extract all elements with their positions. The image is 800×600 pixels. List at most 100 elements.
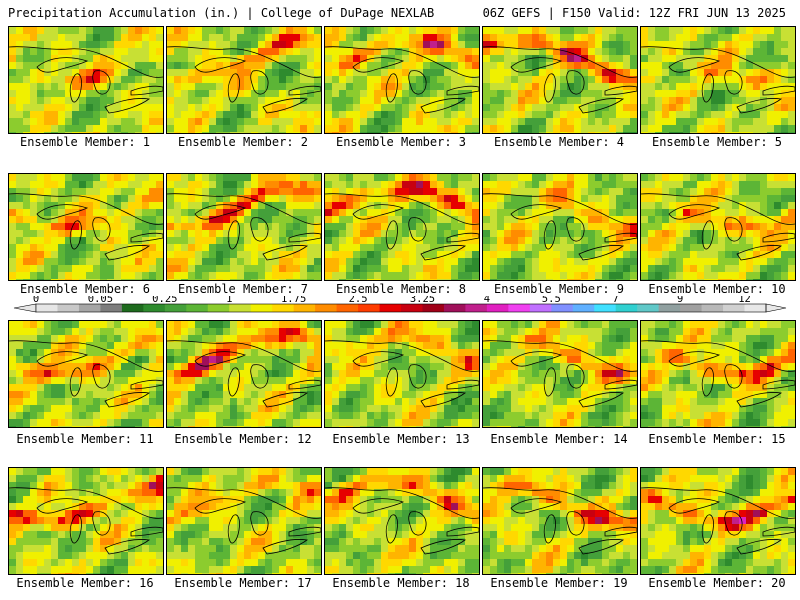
colorbar-bin <box>572 304 595 312</box>
ensemble-member-map <box>324 320 480 428</box>
ensemble-member-map <box>166 173 322 281</box>
ensemble-member-map <box>482 26 638 134</box>
colorbar-tick-label: 0.05 <box>88 296 113 305</box>
ensemble-member-label: Ensemble Member: 10 <box>648 282 786 296</box>
ensemble-member-map <box>8 320 164 428</box>
precip-field <box>483 321 637 427</box>
colorbar-bin <box>164 304 187 312</box>
ensemble-member-map <box>482 320 638 428</box>
colorbar-tick-label: 12 <box>738 296 751 305</box>
colorbar-bin <box>358 304 380 312</box>
colorbar-bin <box>78 304 101 312</box>
chart-title: Precipitation Accumulation (in.) | Colle… <box>8 6 435 20</box>
colorbar-bin <box>121 304 144 312</box>
colorbar-bin <box>443 304 466 312</box>
colorbar-bin <box>207 304 230 312</box>
ensemble-member-label: Ensemble Member: 17 <box>174 576 312 590</box>
colorbar-tick-label: 5.5 <box>542 296 561 305</box>
colorbar-bin <box>57 304 80 312</box>
colorbar-tick-label: 4 <box>484 296 490 305</box>
ensemble-member-map <box>482 173 638 281</box>
colorbar-bin <box>293 304 316 312</box>
colorbar-tick-label: 9 <box>677 296 683 305</box>
colorbar-bin <box>658 304 681 312</box>
precip-colorbar: 0 0.05 0.25 1 1.75 2.5 3.25 4 5.5 7 9 12 <box>13 296 787 313</box>
precip-field <box>483 468 637 574</box>
ensemble-member-map <box>324 26 480 134</box>
precip-field <box>641 321 795 427</box>
ensemble-member-label: Ensemble Member: 12 <box>174 432 312 446</box>
colorbar-bin <box>272 304 295 312</box>
colorbar-tick-label: 3.25 <box>410 296 435 305</box>
precip-field <box>9 27 163 133</box>
colorbar-tick-label: 1 <box>226 296 232 305</box>
precip-field <box>641 468 795 574</box>
precip-field <box>9 174 163 280</box>
precip-field <box>167 174 321 280</box>
ensemble-member-label: Ensemble Member: 6 <box>19 282 151 296</box>
colorbar-bin <box>723 304 745 312</box>
precip-field <box>325 321 479 427</box>
precip-field <box>9 321 163 427</box>
ensemble-member-map <box>324 173 480 281</box>
colorbar-tick-label: 0 <box>33 296 39 305</box>
precip-field <box>167 468 321 574</box>
colorbar-bin <box>186 304 209 312</box>
colorbar-bin <box>336 304 359 312</box>
ensemble-member-map <box>8 467 164 575</box>
colorbar-bin <box>401 304 423 312</box>
ensemble-member-label: Ensemble Member: 5 <box>651 135 783 149</box>
precip-field <box>325 174 479 280</box>
ensemble-member-label: Ensemble Member: 1 <box>19 135 151 149</box>
ensemble-member-label: Ensemble Member: 11 <box>16 432 154 446</box>
precip-field <box>167 27 321 133</box>
colorbar-bin <box>744 304 767 312</box>
ensemble-member-label: Ensemble Member: 14 <box>490 432 628 446</box>
ensemble-member-label: Ensemble Member: 19 <box>490 576 628 590</box>
ensemble-member-label: Ensemble Member: 15 <box>648 432 786 446</box>
colorbar-tick-label: 0.25 <box>152 296 177 305</box>
ensemble-member-map <box>324 467 480 575</box>
colorbar-bin <box>315 304 337 312</box>
colorbar-tick-label: 1.75 <box>281 296 306 305</box>
precip-field <box>9 468 163 574</box>
colorbar-bin <box>250 304 273 312</box>
colorbar-bin <box>486 304 509 312</box>
colorbar-bin <box>637 304 660 312</box>
colorbar-bin <box>615 304 638 312</box>
precip-field <box>641 174 795 280</box>
colorbar-bin <box>229 304 252 312</box>
model-run-info: 06Z GEFS | F150 Valid: 12Z FRI JUN 13 20… <box>482 6 786 20</box>
precip-field <box>483 174 637 280</box>
ensemble-member-map <box>640 26 796 134</box>
ensemble-member-label: Ensemble Member: 4 <box>493 135 625 149</box>
ensemble-member-map <box>640 467 796 575</box>
ensemble-member-label: Ensemble Member: 13 <box>332 432 470 446</box>
colorbar-bin <box>680 304 702 312</box>
colorbar-bin <box>529 304 552 312</box>
ensemble-member-label: Ensemble Member: 9 <box>493 282 625 296</box>
colorbar-min-arrow <box>13 303 37 313</box>
colorbar-bin <box>143 304 166 312</box>
ensemble-member-label: Ensemble Member: 2 <box>177 135 309 149</box>
precip-field <box>325 468 479 574</box>
ensemble-member-map <box>8 173 164 281</box>
ensemble-member-map <box>166 26 322 134</box>
colorbar-bin <box>465 304 488 312</box>
ensemble-member-label: Ensemble Member: 16 <box>16 576 154 590</box>
ensemble-member-map <box>166 320 322 428</box>
colorbar-bin <box>551 304 574 312</box>
colorbar-bin <box>100 304 123 312</box>
ensemble-member-map <box>640 173 796 281</box>
precip-field <box>483 27 637 133</box>
colorbar-bin <box>508 304 531 312</box>
colorbar-bin <box>422 304 445 312</box>
colorbar-max-arrow <box>765 303 787 313</box>
colorbar-bin <box>594 304 617 312</box>
precip-field <box>325 27 479 133</box>
ensemble-member-map <box>640 320 796 428</box>
colorbar-bin <box>701 304 724 312</box>
precip-field <box>167 321 321 427</box>
precip-field <box>641 27 795 133</box>
colorbar-tick-label: 7 <box>613 296 619 305</box>
